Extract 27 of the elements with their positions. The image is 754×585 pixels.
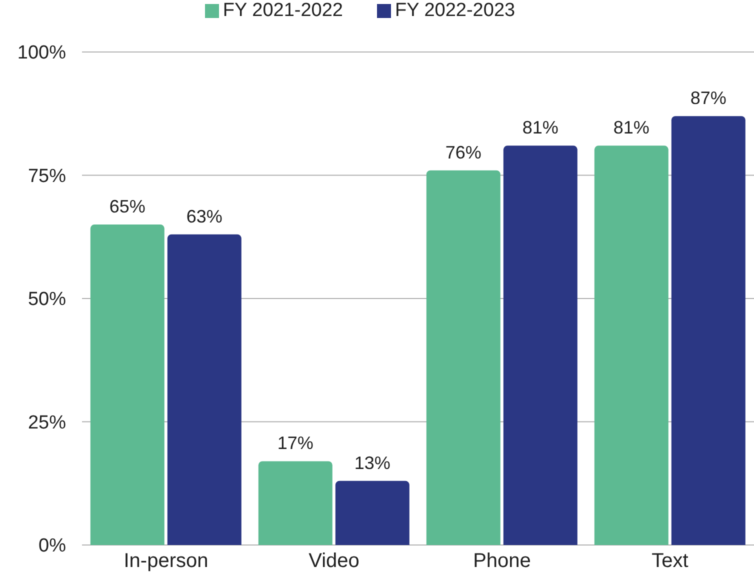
data-label: 87%: [690, 88, 726, 108]
legend-label: FY 2022-2023: [395, 0, 516, 21]
data-label: 13%: [354, 452, 390, 473]
data-label: 76%: [445, 142, 482, 162]
data-label: 63%: [186, 206, 222, 226]
bar: [258, 461, 332, 545]
y-tick-label: 75%: [28, 166, 66, 187]
x-tick-label: Phone: [473, 550, 531, 572]
y-tick-label: 25%: [28, 412, 66, 434]
x-tick-label: In-person: [124, 550, 208, 572]
bar: [594, 146, 668, 545]
data-label: 81%: [613, 118, 650, 138]
data-label: 65%: [109, 196, 146, 217]
bar: [503, 146, 578, 545]
x-tick-label: Text: [652, 550, 689, 572]
bar: [167, 234, 242, 545]
y-tick-label: 0%: [38, 536, 66, 557]
legend-label: FY 2021-2022: [222, 0, 343, 21]
bar: [426, 170, 500, 545]
y-tick-label: 50%: [28, 289, 66, 310]
data-label: 17%: [277, 433, 314, 454]
bar: [671, 116, 746, 545]
data-label: 81%: [522, 118, 558, 138]
bar: [335, 480, 410, 545]
x-tick-label: Video: [308, 550, 360, 572]
y-tick-label: 100%: [17, 42, 66, 64]
bar: [90, 224, 164, 545]
